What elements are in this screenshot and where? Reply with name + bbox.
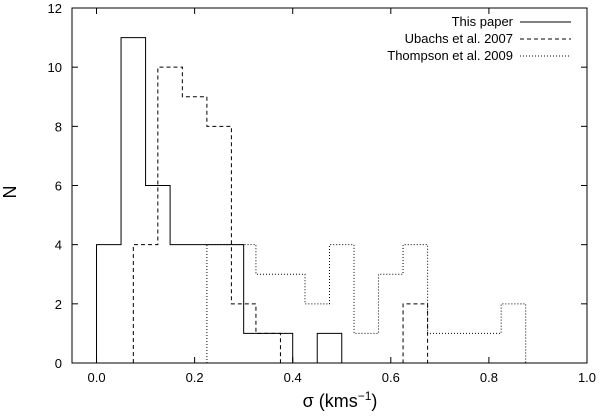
x-tick-label: 0.8 — [480, 370, 498, 385]
x-axis-label-close: ) — [371, 391, 377, 411]
series-layer — [96, 37, 527, 364]
y-axis-label: N — [0, 186, 20, 199]
y-tick-label: 12 — [48, 1, 62, 16]
series-2-histogram — [206, 244, 527, 363]
series-1-histogram — [132, 66, 429, 364]
legend-label: This paper — [452, 14, 514, 29]
y-tick-label: 10 — [48, 60, 62, 75]
series-0-histogram — [96, 37, 343, 364]
x-tick-label: 0.2 — [186, 370, 204, 385]
x-axis-label-text: σ (kms — [303, 391, 358, 411]
y-tick-label: 8 — [55, 119, 62, 134]
x-axis-label: σ (kms−1) — [303, 389, 378, 411]
ticks-layer: 0.0 0.2 0.4 0.6 0.8 1.0 0 2 4 6 8 10 12 — [48, 1, 597, 385]
y-tick-label: 2 — [55, 297, 62, 312]
y-tick-label: 4 — [55, 238, 62, 253]
y-tick-label: 0 — [55, 356, 62, 371]
legend-label: Thompson et al. 2009 — [387, 48, 513, 63]
y-tick-label: 6 — [55, 179, 62, 194]
legend-label: Ubachs et al. 2007 — [405, 31, 513, 46]
x-tick-label: 0.4 — [284, 370, 302, 385]
legend: This paper Ubachs et al. 2007 Thompson et … — [387, 14, 571, 63]
x-tick-label: 0.0 — [87, 370, 105, 385]
x-axis-label-exponent: −1 — [358, 389, 372, 403]
x-tick-label: 1.0 — [578, 370, 596, 385]
x-tick-label: 0.6 — [382, 370, 400, 385]
